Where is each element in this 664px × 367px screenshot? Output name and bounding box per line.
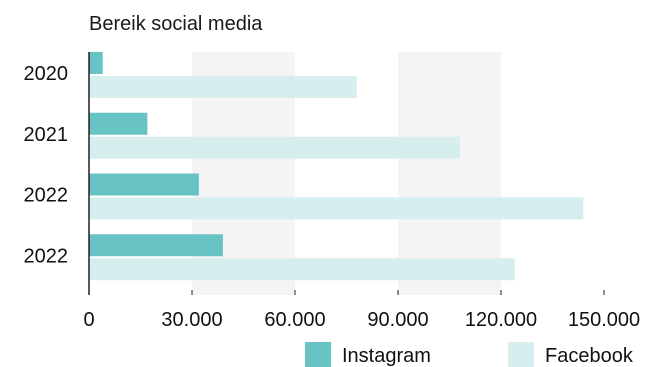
- legend: Instagram Facebook: [305, 342, 634, 367]
- legend-label-instagram: Instagram: [342, 345, 431, 367]
- bar-instagram-3: [89, 173, 199, 196]
- bar-facebook-2: [89, 136, 460, 159]
- legend-swatch-facebook: [508, 342, 534, 367]
- bar-instagram-4: [89, 234, 223, 257]
- bars: [89, 52, 584, 281]
- x-tick-label: 120.000: [465, 309, 537, 331]
- x-tick-label: 150.000: [568, 309, 640, 331]
- background-band: [398, 52, 501, 295]
- category-label: 2021: [24, 124, 69, 146]
- category-label: 2020: [24, 63, 69, 85]
- legend-swatch-instagram: [305, 342, 331, 367]
- bar-instagram-1: [89, 52, 103, 74]
- bar-instagram-2: [89, 112, 148, 135]
- chart-title: Bereik social media: [89, 13, 263, 35]
- x-tick-label: 60.000: [264, 309, 325, 331]
- bar-facebook-1: [89, 76, 357, 98]
- bar-facebook-3: [89, 197, 584, 220]
- x-tick-label: 30.000: [161, 309, 222, 331]
- category-label: 2022: [24, 245, 69, 267]
- category-labels: 2020 2021 2022 2022: [24, 63, 69, 267]
- bar-facebook-4: [89, 258, 515, 281]
- x-tick-label: 0: [83, 309, 94, 331]
- x-tick-label: 90.000: [367, 309, 428, 331]
- category-label: 2022: [24, 185, 69, 207]
- legend-label-facebook: Facebook: [545, 345, 634, 367]
- x-axis-ticks: 0 30.000 60.000 90.000 120.000 150.000: [83, 290, 640, 331]
